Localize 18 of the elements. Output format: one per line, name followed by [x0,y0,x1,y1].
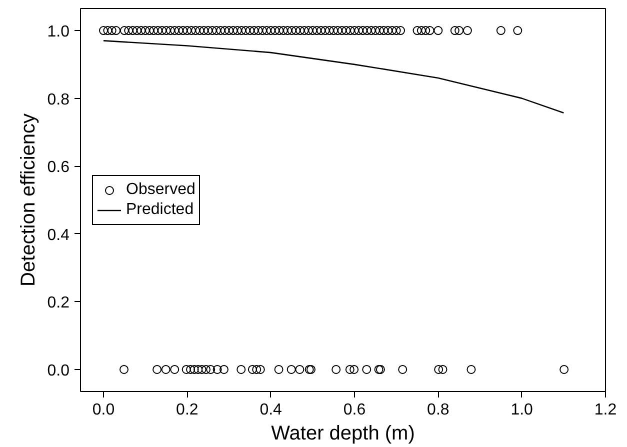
x-tick-label: 1.0 [510,402,534,418]
line-series [102,40,564,114]
x-tick-label: 0.6 [343,402,366,418]
y-tick-label: 1.0 [47,24,70,41]
y-tick-label: 0.6 [47,159,70,176]
legend-label: Predicted [126,200,194,218]
legend-label: Observed [126,180,196,198]
x-axis-title: Water depth (m) [271,422,415,444]
y-tick-label: 0.2 [47,294,70,312]
x-tick-label: 0.2 [176,402,198,418]
x-tick-label: 1.2 [594,402,617,418]
x-tick-label: 0.8 [427,402,450,418]
y-tick-label: 0.8 [47,91,70,108]
y-axis-title: Detection efficiency [17,113,40,287]
y-tick-label: 0.4 [47,226,70,244]
x-tick-label: 0.4 [260,402,282,418]
y-tick-label: 0.0 [47,362,70,380]
x-tick-label: 0.0 [92,402,115,418]
